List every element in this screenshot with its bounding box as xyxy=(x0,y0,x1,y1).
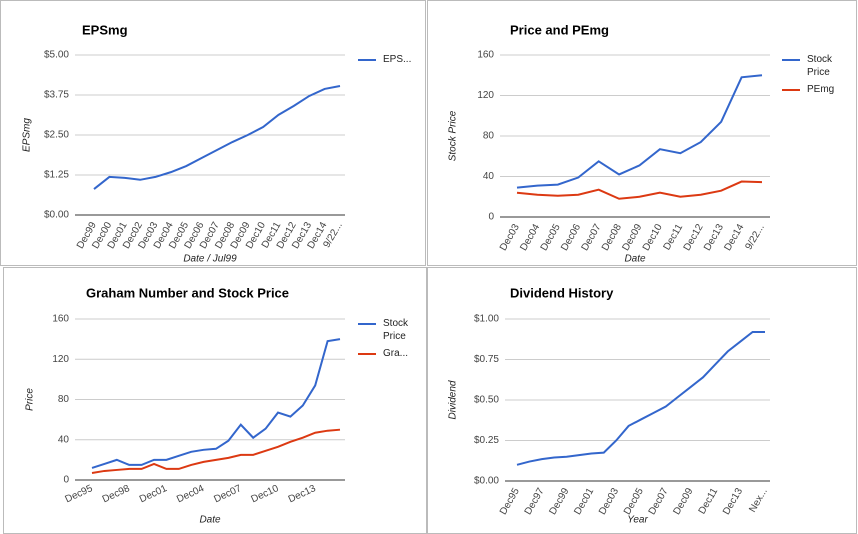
legend-item: Stock Price xyxy=(782,53,852,79)
x-tick-label: Dec01 xyxy=(138,483,169,505)
chart-title: Dividend History xyxy=(510,285,614,300)
data-line xyxy=(516,180,763,200)
y-tick-label: 40 xyxy=(58,434,70,445)
x-axis-title: Date xyxy=(199,515,221,526)
y-tick-label: 120 xyxy=(477,90,494,101)
x-tick-label: Dec95 xyxy=(498,486,522,517)
data-line xyxy=(93,85,341,190)
x-tick-label: Nex... xyxy=(747,486,770,514)
x-tick-label: Dec07 xyxy=(647,486,671,517)
y-tick-label: $0.50 xyxy=(474,395,499,406)
y-tick-label: $1.25 xyxy=(44,170,69,181)
chart-title: Graham Number and Stock Price xyxy=(86,285,289,300)
y-axis-title: EPSmg xyxy=(22,118,33,152)
y-tick-label: $5.00 xyxy=(44,50,69,61)
x-tick-label: Dec13 xyxy=(287,483,318,505)
legend-label: EPS... xyxy=(383,54,412,65)
y-axis-title: Price xyxy=(25,388,36,411)
chart-title: EPSmg xyxy=(82,22,128,37)
legend-swatch xyxy=(782,89,800,91)
y-tick-label: $0.00 xyxy=(44,210,69,221)
x-tick-label: Dec10 xyxy=(250,483,281,505)
y-tick-label: 160 xyxy=(52,314,69,325)
y-tick-label: 160 xyxy=(477,50,494,61)
legend-swatch xyxy=(358,323,376,325)
legend-item: EPS... xyxy=(358,53,428,66)
legend-swatch xyxy=(358,353,376,355)
x-tick-label: Dec09 xyxy=(672,486,696,517)
panel xyxy=(427,0,857,266)
y-tick-label: 0 xyxy=(488,212,494,223)
legend-label: Gra... xyxy=(383,348,409,359)
legend: Stock Price PEmg xyxy=(782,53,852,100)
x-tick-label: Dec05 xyxy=(622,486,646,517)
y-tick-label: $0.75 xyxy=(474,354,499,365)
y-tick-label: $3.75 xyxy=(44,90,69,101)
legend-item: Stock Price xyxy=(358,317,428,343)
y-tick-label: 80 xyxy=(483,131,495,142)
data-line xyxy=(516,330,765,466)
x-tick-label: Dec11 xyxy=(697,486,721,516)
y-tick-label: $0.00 xyxy=(474,476,499,487)
y-axis-title: Dividend xyxy=(448,380,459,419)
x-tick-label: Dec01 xyxy=(572,486,596,517)
y-tick-label: 40 xyxy=(483,171,495,182)
x-tick-label: Dec99 xyxy=(548,486,572,517)
x-tick-label: Dec95 xyxy=(64,483,95,505)
y-tick-label: 120 xyxy=(52,354,69,365)
data-line xyxy=(91,338,341,469)
x-tick-label: 9/22... xyxy=(743,222,766,252)
legend-item: PEmg xyxy=(782,83,852,96)
legend: Stock Price Gra... xyxy=(358,317,428,364)
chart-title: Price and PEmg xyxy=(510,22,609,37)
x-tick-label: Dec10 xyxy=(641,222,665,253)
x-tick-label: Dec14 xyxy=(722,222,746,253)
x-tick-label: Dec98 xyxy=(101,483,132,505)
panel xyxy=(0,0,426,266)
legend-label: PEmg xyxy=(807,84,835,95)
y-tick-label: $2.50 xyxy=(44,130,69,141)
y-axis-title: Stock Price xyxy=(448,110,459,161)
data-line xyxy=(516,74,763,189)
legend-swatch xyxy=(782,59,800,61)
x-tick-label: Dec07 xyxy=(212,483,243,505)
y-tick-label: $0.25 xyxy=(474,435,499,446)
legend-item: Gra... xyxy=(358,347,428,360)
legend: EPS... xyxy=(358,53,428,70)
legend-swatch xyxy=(358,59,376,61)
y-tick-label: $1.00 xyxy=(474,314,499,325)
x-axis-title: Date xyxy=(624,254,646,265)
x-axis-title: Year xyxy=(627,515,648,526)
legend-label: Stock Price xyxy=(383,318,409,342)
x-axis-title: Date / Jul99 xyxy=(183,254,237,265)
legend-label: Stock Price xyxy=(807,54,833,78)
x-tick-label: Dec03 xyxy=(597,486,621,517)
data-line xyxy=(91,428,341,474)
y-tick-label: 0 xyxy=(63,475,69,486)
x-tick-label: Dec97 xyxy=(523,486,547,517)
x-tick-label: Dec13 xyxy=(721,486,745,517)
y-tick-label: 80 xyxy=(58,394,70,405)
x-tick-label: Dec04 xyxy=(175,483,206,505)
